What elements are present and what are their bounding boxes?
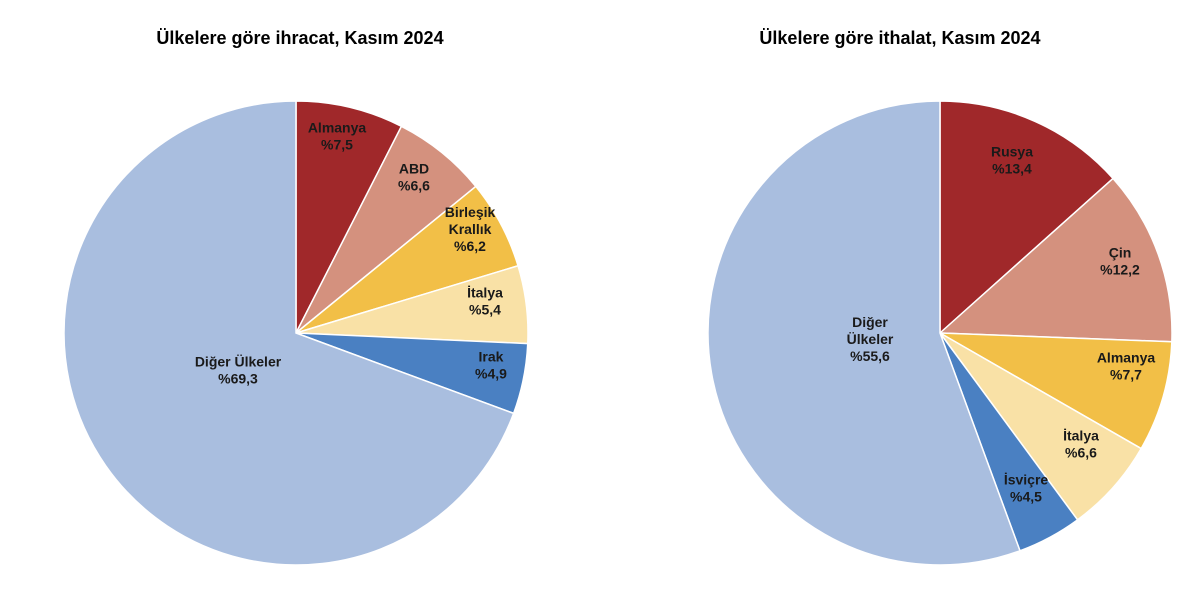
export-label-birlesik-krallik: Birleşik Krallık %6,2 [445,204,496,254]
slice-value: %5,4 [469,301,501,317]
export-label-almanya: Almanya %7,5 [308,119,367,152]
slice-value: %12,2 [1100,261,1140,277]
slice-value: %6,6 [398,177,430,193]
import-label-text-isvicre: İsviçre %4,5 [1004,471,1049,504]
export-chart-title: Ülkelere göre ihracat, Kasım 2024 [156,28,444,48]
import-label-text-almanya: Almanya %7,7 [1097,349,1156,382]
import-label-diger-ulkeler: Diğer Ülkeler %55,6 [847,314,894,364]
export-label-text-italya: İtalya %5,4 [467,284,503,317]
export-label-abd: ABD %6,6 [398,160,430,193]
export-label-text-abd: ABD %6,6 [398,160,430,193]
export-label-text-birlesik-krallik: Birleşik Krallık %6,2 [445,204,496,254]
slice-name: Krallık [449,221,492,237]
slice-value: %69,3 [218,370,258,386]
slice-name: ABD [399,160,429,176]
slice-value: %7,7 [1110,366,1142,382]
slice-name: Diğer Ülkeler [195,353,282,369]
slice-name: İtalya [467,284,503,300]
import-slice-cin [938,177,1173,343]
import-label-cin: Çin %12,2 [1100,244,1140,277]
export-label-italya: İtalya %5,4 [467,284,503,317]
slice-value: %7,5 [321,136,353,152]
import-label-rusya: Rusya %13,4 [991,143,1033,176]
export-pie-chart: Almanya %7,5 ABD %6,6 Birleşik Krallık %6,2 İta… [63,100,529,566]
slice-name: Birleşik [445,204,496,220]
import-label-italya: İtalya %6,6 [1063,427,1099,460]
slice-name: İtalya [1063,427,1099,443]
slice-name: Almanya [308,119,367,135]
import-label-text-cin: Çin %12,2 [1100,244,1140,277]
export-chart-panel: Ülkelere göre ihracat, Kasım 2024 Almany… [63,28,529,566]
slice-value: %4,9 [475,365,507,381]
export-label-text-diger-ulkeler: Diğer Ülkeler %69,3 [195,353,282,386]
slice-name: Irak [479,348,504,364]
slice-value: %4,5 [1010,488,1042,504]
export-label-text-almanya: Almanya %7,5 [308,119,367,152]
import-label-text-diger-ulkeler: Diğer Ülkeler %55,6 [847,314,894,364]
export-label-diger-ulkeler: Diğer Ülkeler %69,3 [195,353,282,386]
import-label-text-italya: İtalya %6,6 [1063,427,1099,460]
import-slice-diger-ulkeler [707,100,1021,566]
slice-name: Diğer [852,314,888,330]
import-label-text-rusya: Rusya %13,4 [991,143,1033,176]
export-slice-diger-ulkeler [63,100,515,566]
slice-name: Rusya [991,143,1033,159]
export-slice-almanya [295,100,403,334]
import-chart-title: Ülkelere göre ithalat, Kasım 2024 [759,28,1041,48]
import-slice-rusya [939,100,1115,335]
slice-value: %13,4 [992,160,1032,176]
slice-name: İsviçre [1004,471,1049,487]
import-slice-almanya [939,332,1173,450]
slice-value: %6,6 [1065,444,1097,460]
export-label-text-irak: Irak %4,9 [475,348,507,381]
export-label-irak: Irak %4,9 [475,348,507,381]
slice-value: %55,6 [850,348,890,364]
slice-value: %6,2 [454,238,486,254]
slice-name: Ülkeler [847,331,894,347]
slice-name: Çin [1109,244,1132,260]
import-label-isvicre: İsviçre %4,5 [1004,471,1049,504]
slice-name: Almanya [1097,349,1156,365]
import-label-almanya: Almanya %7,7 [1097,349,1156,382]
import-chart-panel: Ülkelere göre ithalat, Kasım 2024 Rusya%… [600,0,1200,591]
